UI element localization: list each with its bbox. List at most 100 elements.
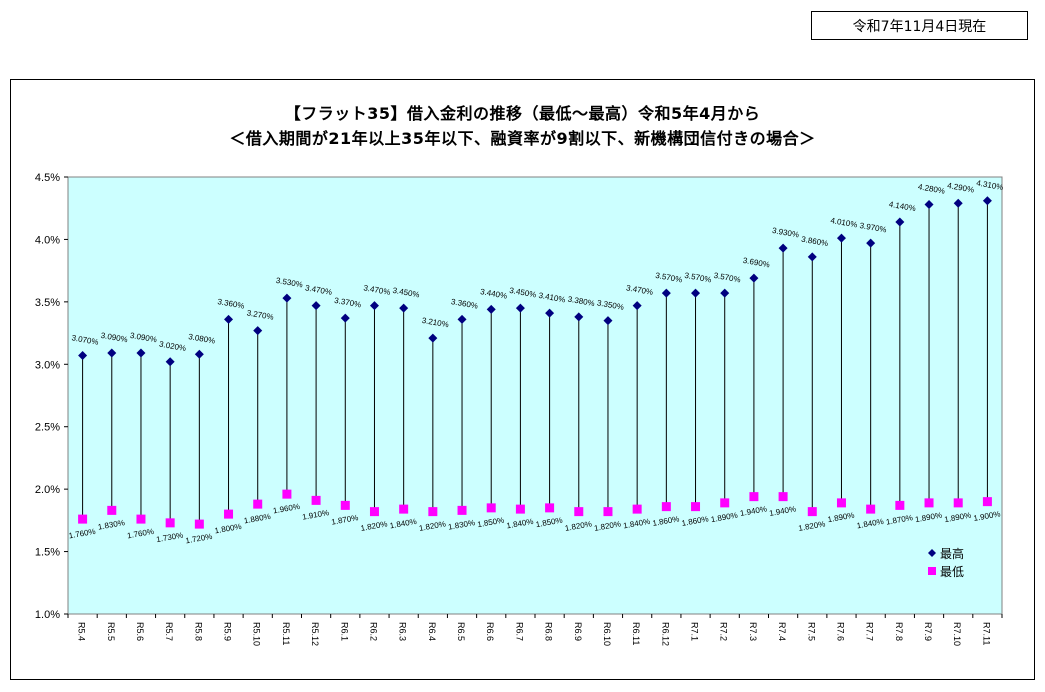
max-point: [165, 357, 175, 367]
x-tick-label: R6.5: [456, 622, 466, 641]
min-point: [866, 504, 876, 514]
max-point: [311, 301, 321, 311]
x-tick-label: R7.5: [806, 622, 816, 641]
min-point: [953, 498, 963, 508]
legend-max-marker: [928, 549, 936, 557]
x-tick-label: R5.9: [223, 622, 233, 641]
min-point: [661, 502, 671, 512]
max-point: [632, 301, 642, 311]
min-point: [574, 507, 584, 517]
y-tick-label: 4.5%: [35, 172, 60, 184]
min-point: [282, 489, 292, 499]
max-point: [253, 326, 263, 336]
min-point: [399, 504, 409, 514]
x-tick-label: R6.10: [602, 622, 612, 646]
x-tick-label: R6.6: [485, 622, 495, 641]
min-point: [428, 507, 438, 517]
min-point: [603, 507, 613, 517]
max-point: [486, 304, 496, 314]
y-tick-label: 2.5%: [35, 422, 60, 434]
max-point: [136, 348, 146, 358]
x-tick-label: R7.1: [690, 622, 700, 641]
max-point: [895, 217, 905, 227]
x-tick-label: R7.3: [748, 622, 758, 641]
max-point: [340, 313, 350, 323]
x-tick-label: R5.12: [310, 622, 320, 646]
x-tick-label: R7.2: [719, 622, 729, 641]
max-point: [574, 312, 584, 322]
y-tick-label: 1.5%: [35, 547, 60, 559]
max-point: [982, 196, 992, 206]
min-point: [895, 500, 905, 510]
y-tick-label: 3.0%: [35, 359, 60, 371]
min-point: [545, 503, 555, 513]
legend-max-label: 最高: [940, 546, 964, 561]
max-point: [194, 349, 204, 359]
min-point: [457, 505, 467, 515]
x-tick-label: R5.7: [164, 622, 174, 641]
x-tick-label: R7.7: [865, 622, 875, 641]
max-point: [807, 252, 817, 262]
max-point: [924, 199, 934, 209]
min-point: [691, 502, 701, 512]
x-tick-label: R7.9: [923, 622, 933, 641]
min-point: [340, 500, 350, 510]
max-point: [428, 333, 438, 343]
date-label: 令和7年11月4日現在: [811, 11, 1028, 40]
x-tick-label: R6.3: [398, 622, 408, 641]
x-tick-label: R6.7: [514, 622, 524, 641]
max-point: [778, 243, 788, 253]
min-point: [515, 504, 525, 514]
max-point: [399, 303, 409, 313]
min-point: [486, 503, 496, 513]
min-point: [224, 509, 234, 519]
min-point: [807, 507, 817, 517]
legend-min-marker: [928, 567, 936, 575]
min-point: [982, 497, 992, 507]
legend: [922, 542, 978, 582]
max-point: [282, 293, 292, 303]
max-point: [603, 316, 613, 326]
x-tick-label: R6.4: [427, 622, 437, 641]
max-point: [224, 314, 234, 324]
max-point: [78, 351, 88, 361]
x-tick-label: R6.9: [573, 622, 583, 641]
min-point: [253, 499, 263, 509]
max-point: [369, 301, 379, 311]
min-point: [720, 498, 730, 508]
chart-title: 【フラット35】借入金利の推移（最低～最高）令和5年4月から: [284, 104, 761, 123]
min-point: [749, 492, 759, 502]
x-tick-label: R6.8: [544, 622, 554, 641]
x-tick-label: R6.2: [368, 622, 378, 641]
min-point: [78, 514, 88, 524]
min-point: [632, 504, 642, 514]
x-tick-label: R6.11: [631, 622, 641, 645]
x-tick-label: R5.8: [193, 622, 203, 641]
max-point: [953, 198, 963, 208]
max-point: [691, 288, 701, 298]
x-tick-label: R7.6: [835, 622, 845, 641]
x-tick-label: R5.5: [106, 622, 116, 641]
x-tick-label: R6.12: [660, 622, 670, 646]
plot-area: [67, 176, 1003, 615]
max-point: [866, 238, 876, 248]
max-point: [720, 288, 730, 298]
x-tick-label: R5.4: [77, 622, 87, 641]
y-tick-label: 4.0%: [35, 234, 60, 246]
x-tick-label: R5.6: [135, 622, 145, 641]
y-tick-label: 2.0%: [35, 484, 60, 496]
min-point: [836, 498, 846, 508]
min-point: [778, 492, 788, 502]
max-point: [107, 348, 117, 358]
x-tick-label: R6.1: [339, 622, 349, 641]
min-point: [165, 518, 175, 528]
max-point: [457, 314, 467, 324]
x-tick-label: R7.11: [981, 622, 991, 645]
min-point: [924, 498, 934, 508]
min-point: [136, 514, 146, 524]
y-tick-label: 1.0%: [35, 609, 60, 621]
min-point: [369, 507, 379, 517]
min-point: [311, 495, 321, 505]
max-point: [661, 288, 671, 298]
x-tick-label: R5.11: [281, 622, 291, 645]
